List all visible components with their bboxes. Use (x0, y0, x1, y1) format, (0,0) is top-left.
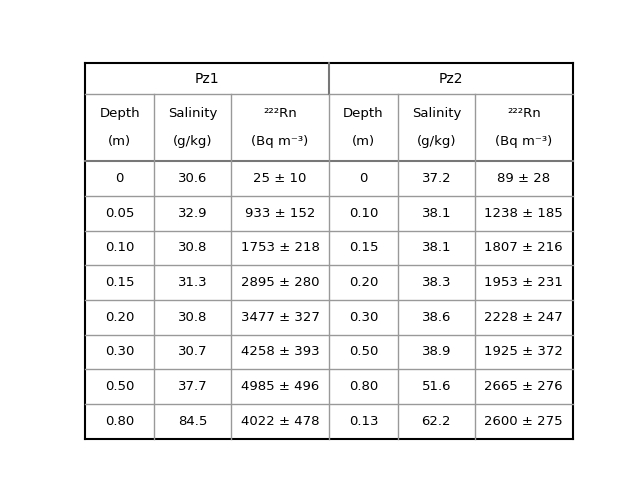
Text: 1238 ± 185: 1238 ± 185 (485, 207, 563, 220)
Text: 84.5: 84.5 (178, 414, 207, 428)
Text: 0.15: 0.15 (349, 242, 378, 254)
Text: 2895 ± 280: 2895 ± 280 (241, 276, 319, 289)
Text: 4022 ± 478: 4022 ± 478 (241, 414, 319, 428)
Text: 0.30: 0.30 (349, 311, 378, 324)
Text: 4985 ± 496: 4985 ± 496 (241, 380, 319, 393)
Text: ²²²Rn: ²²²Rn (263, 107, 297, 120)
Text: Salinity: Salinity (168, 107, 217, 120)
Text: 1807 ± 216: 1807 ± 216 (485, 242, 563, 254)
Text: Salinity: Salinity (412, 107, 461, 120)
Text: 30.8: 30.8 (178, 311, 207, 324)
Text: 30.8: 30.8 (178, 242, 207, 254)
Text: ²²²Rn: ²²²Rn (507, 107, 541, 120)
Text: 4258 ± 393: 4258 ± 393 (241, 345, 319, 358)
Text: 51.6: 51.6 (422, 380, 451, 393)
Text: 62.2: 62.2 (422, 414, 451, 428)
Text: 32.9: 32.9 (178, 207, 207, 220)
Text: 0.30: 0.30 (105, 345, 134, 358)
Text: 30.6: 30.6 (178, 172, 207, 185)
Text: 37.7: 37.7 (178, 380, 207, 393)
Text: Depth: Depth (100, 107, 140, 120)
Text: 1953 ± 231: 1953 ± 231 (484, 276, 563, 289)
Text: Depth: Depth (343, 107, 384, 120)
Text: 0.20: 0.20 (349, 276, 378, 289)
Text: 0.10: 0.10 (105, 242, 134, 254)
Text: 37.2: 37.2 (422, 172, 451, 185)
Text: 38.3: 38.3 (422, 276, 451, 289)
Text: 25 ± 10: 25 ± 10 (254, 172, 307, 185)
Text: 38.1: 38.1 (422, 242, 451, 254)
Text: 89 ± 28: 89 ± 28 (498, 172, 550, 185)
Text: 38.9: 38.9 (422, 345, 451, 358)
Text: 0: 0 (116, 172, 124, 185)
Text: (m): (m) (352, 135, 375, 148)
Text: 2665 ± 276: 2665 ± 276 (485, 380, 563, 393)
Text: (m): (m) (108, 135, 131, 148)
Text: 0.10: 0.10 (349, 207, 378, 220)
Text: 1753 ± 218: 1753 ± 218 (241, 242, 320, 254)
Text: 933 ± 152: 933 ± 152 (245, 207, 315, 220)
Text: 0.80: 0.80 (349, 380, 378, 393)
Text: 31.3: 31.3 (178, 276, 207, 289)
Text: 2600 ± 275: 2600 ± 275 (485, 414, 563, 428)
Text: 3477 ± 327: 3477 ± 327 (241, 311, 320, 324)
Text: 38.6: 38.6 (422, 311, 451, 324)
Text: 0.20: 0.20 (105, 311, 134, 324)
Text: 0.13: 0.13 (349, 414, 378, 428)
Text: (Bq m⁻³): (Bq m⁻³) (252, 135, 309, 148)
Text: 38.1: 38.1 (422, 207, 451, 220)
Text: 0.50: 0.50 (349, 345, 378, 358)
Text: (g/kg): (g/kg) (417, 135, 456, 148)
Text: 0: 0 (360, 172, 368, 185)
Text: 1925 ± 372: 1925 ± 372 (484, 345, 563, 358)
Text: 30.7: 30.7 (178, 345, 207, 358)
Text: 0.80: 0.80 (105, 414, 134, 428)
Text: (g/kg): (g/kg) (173, 135, 213, 148)
Text: Pz2: Pz2 (438, 72, 463, 85)
Text: 0.50: 0.50 (105, 380, 134, 393)
Text: 2228 ± 247: 2228 ± 247 (485, 311, 563, 324)
Text: Pz1: Pz1 (195, 72, 220, 85)
Text: 0.15: 0.15 (105, 276, 134, 289)
Text: (Bq m⁻³): (Bq m⁻³) (495, 135, 552, 148)
Text: 0.05: 0.05 (105, 207, 134, 220)
